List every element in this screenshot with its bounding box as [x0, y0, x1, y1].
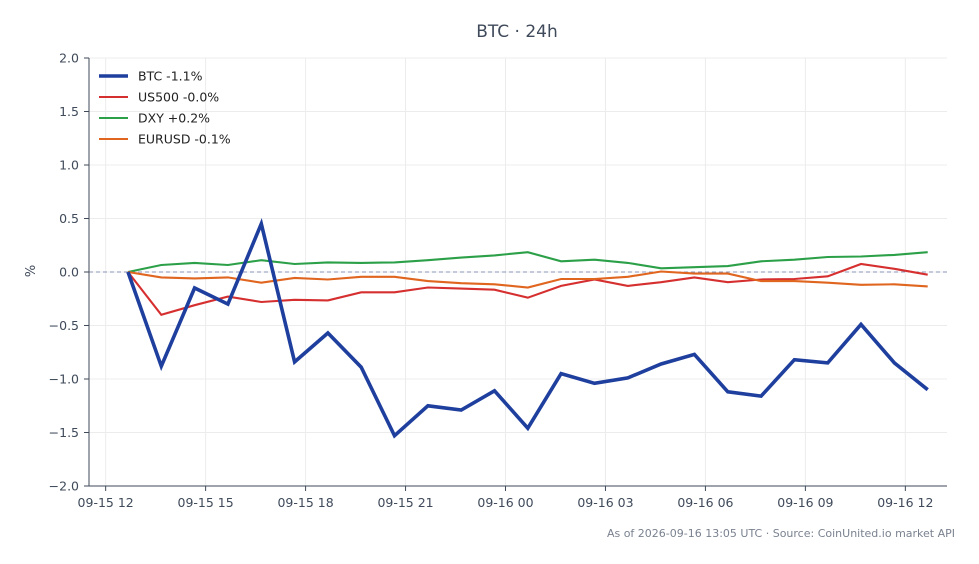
y-axis-label: % — [24, 265, 39, 277]
chart-title: BTC · 24h — [476, 22, 558, 42]
x-tick-label: 09-16 09 — [777, 495, 833, 510]
series-line-eurusd — [127, 270, 928, 289]
y-tick-label: 1.0 — [59, 158, 79, 173]
x-tick-label: 09-16 06 — [677, 495, 733, 510]
series-line-btc — [126, 218, 929, 439]
x-tick-label: 09-15 12 — [78, 495, 134, 510]
x-tick-label: 09-15 15 — [178, 495, 234, 510]
series-lines — [126, 218, 929, 439]
footer-note: As of 2026-09-16 13:05 UTC · Source: Coi… — [607, 527, 955, 540]
x-tick-label: 09-16 03 — [577, 495, 633, 510]
legend-label-btc: BTC -1.1% — [138, 69, 203, 84]
x-tick-label: 09-16 00 — [477, 495, 533, 510]
y-tick-label: 0.0 — [59, 265, 79, 280]
y-tick-label: −1.0 — [49, 372, 79, 387]
y-tick-label: 0.5 — [59, 211, 79, 226]
x-tick-label: 09-15 18 — [277, 495, 333, 510]
y-axis-ticks: 2.0 1.5 1.0 0.5 0.0 −0.5 −1.0 −1.5 −2.0 — [49, 51, 89, 494]
y-tick-label: 2.0 — [59, 51, 79, 66]
y-tick-label: −2.0 — [49, 479, 79, 494]
x-tick-label: 09-16 12 — [877, 495, 933, 510]
y-tick-label: −1.5 — [49, 425, 79, 440]
x-tick-label: 09-15 21 — [377, 495, 433, 510]
legend-label-dxy: DXY +0.2% — [138, 111, 210, 126]
series-line-us500 — [127, 262, 928, 317]
series-line-dxy — [127, 251, 928, 274]
legend: BTC -1.1% US500 -0.0% DXY +0.2% EURUSD -0.1… — [99, 69, 231, 147]
y-tick-label: −0.5 — [49, 318, 79, 333]
legend-label-eurusd: EURUSD -0.1% — [138, 132, 231, 147]
legend-label-us500: US500 -0.0% — [138, 90, 219, 105]
x-axis-ticks: 09-15 12 09-15 15 09-15 18 09-15 21 09-16 00… — [78, 486, 933, 510]
y-tick-label: 1.5 — [59, 104, 79, 119]
